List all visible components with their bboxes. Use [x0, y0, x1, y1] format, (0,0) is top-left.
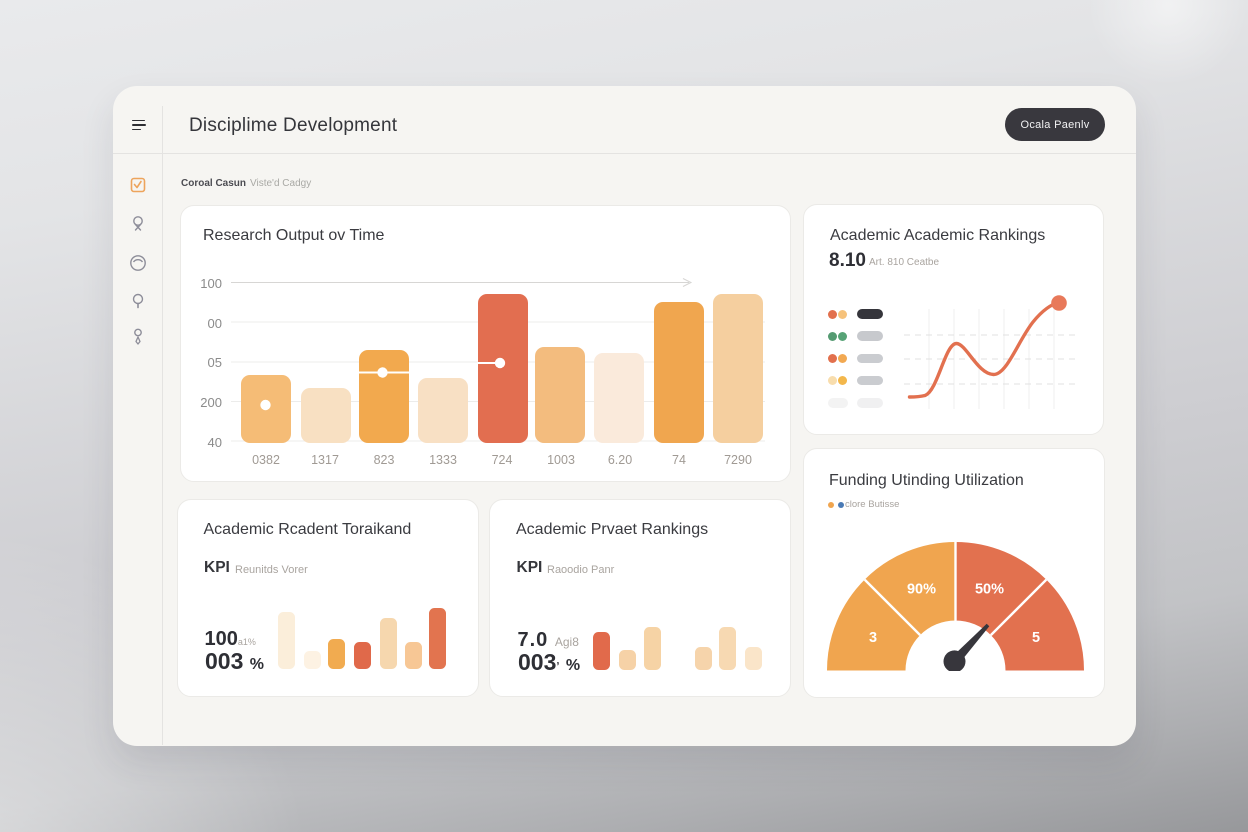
- svg-text:90%: 90%: [907, 582, 936, 598]
- svg-text:5: 5: [1032, 630, 1040, 646]
- svg-text:50%: 50%: [975, 582, 1004, 598]
- svg-text:3: 3: [869, 630, 877, 646]
